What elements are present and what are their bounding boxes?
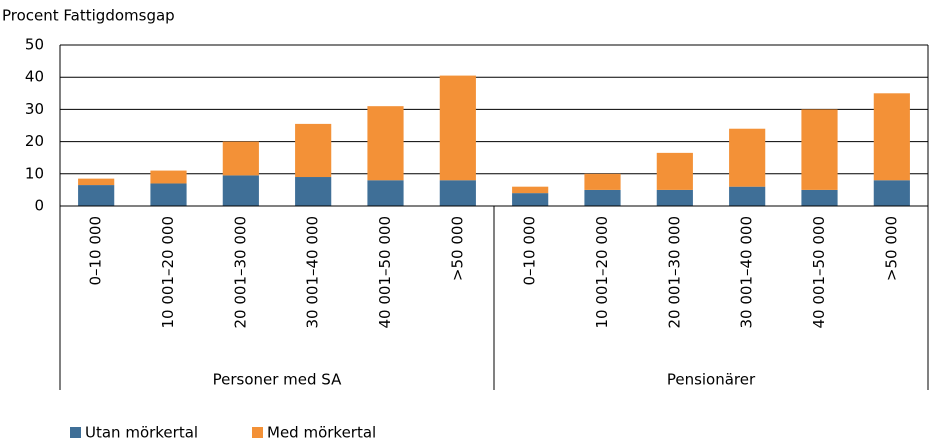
x-tick-label: 0–10 000 [87, 216, 105, 286]
bar-segment [584, 173, 621, 190]
bar-segment [222, 175, 259, 206]
y-tick-label: 40 [25, 68, 44, 86]
x-tick-label: 0–10 000 [521, 216, 539, 286]
group-label: Personer med SA [213, 371, 342, 389]
bar-segment [367, 106, 404, 181]
bar-segment [801, 189, 838, 206]
bar-segment [439, 180, 476, 206]
bar-segment [873, 180, 910, 206]
legend-label: Med mörkertal [267, 424, 376, 442]
bar-segment [150, 170, 187, 184]
bar-segment [512, 186, 549, 194]
x-tick-label: 20 001–30 000 [665, 216, 683, 328]
bar-segment [512, 193, 549, 206]
legend-swatch [252, 427, 263, 438]
x-tick-label: 30 001–40 000 [738, 216, 756, 328]
group-label: Pensionärer [667, 371, 756, 389]
bar-segment [78, 185, 115, 206]
legend-swatch [70, 427, 81, 438]
bar-segment [656, 152, 693, 190]
bar-segment [78, 178, 115, 186]
x-tick-label: 10 001–20 000 [159, 216, 177, 328]
y-tick-label: 20 [25, 132, 44, 150]
x-tick-label: 20 001–30 000 [231, 216, 249, 328]
bar-segment [150, 183, 187, 206]
y-tick-label: 0 [34, 197, 44, 215]
legend-label: Utan mörkertal [85, 424, 198, 442]
bar-segment [729, 186, 766, 206]
y-tick-label: 10 [25, 164, 44, 182]
x-tick-label: 30 001–40 000 [304, 216, 322, 328]
bar-segment [295, 123, 332, 178]
bar-segment [584, 189, 621, 206]
bar-segment [222, 141, 259, 176]
y-axis-title: Procent Fattigdomsgap [2, 7, 175, 25]
bar-segment [367, 180, 404, 206]
bar-segment [729, 128, 766, 187]
y-tick-label: 30 [25, 100, 44, 118]
bar-segment [439, 75, 476, 181]
bar-segment [295, 177, 332, 206]
x-tick-label: 10 001–20 000 [593, 216, 611, 328]
x-tick-label: >50 000 [882, 216, 900, 281]
x-tick-label: >50 000 [448, 216, 466, 281]
x-tick-label: 40 001–50 000 [376, 216, 394, 328]
bar-segment [656, 189, 693, 206]
x-tick-label: 40 001–50 000 [810, 216, 828, 328]
y-tick-label: 50 [25, 36, 44, 54]
bar-segment [873, 93, 910, 181]
bar-segment [801, 109, 838, 190]
